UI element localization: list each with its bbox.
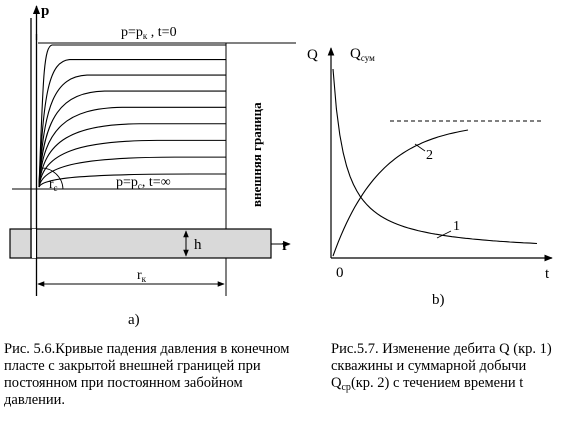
pressure-curves	[38, 44, 226, 188]
pressure-curve-4	[38, 90, 226, 188]
right-sublabel: b)	[432, 292, 445, 308]
pressure-curve-5	[38, 106, 226, 188]
figure-caption-left: Рис. 5.6.Кривые падения давления в конеч…	[4, 341, 290, 408]
rk-label: rк	[137, 268, 147, 284]
pc-label: p=pс, t=∞	[116, 175, 171, 191]
rate-figure: Q Qсум 0 t 2 1 b)	[307, 46, 553, 308]
curve-2-leader	[414, 143, 426, 152]
figure-canvas: p r h rк rс p=pк , t=0 p=pс, t=∞ внешняя…	[9, 3, 553, 328]
figure-caption-right: Рис.5.7. Изменение дебита Q (кр. 1) сква…	[331, 341, 569, 396]
rc-label: rс	[49, 176, 58, 193]
pressure-curve-1	[38, 44, 226, 188]
pressure-curve-6	[38, 123, 226, 188]
pressure-curve-8	[38, 156, 226, 188]
pressure-curve-9	[38, 173, 226, 188]
pressure-curve-3	[38, 74, 226, 188]
caption-right-part1: Рис.5.7. Изменение дебита Q (кр. 1) сква…	[331, 341, 552, 391]
curve-2-label: 2	[426, 148, 433, 163]
origin-label: 0	[336, 265, 344, 281]
pk-label: p=pк , t=0	[121, 25, 177, 41]
r-axis-label: r	[282, 238, 289, 254]
rc-radius-arc	[39, 167, 64, 190]
rate-curve-1	[332, 68, 538, 245]
reservoir-layer	[9, 228, 272, 259]
caption-right-part2: (кр. 2) с течением времени t	[350, 375, 524, 391]
pressure-curve-2	[38, 58, 226, 188]
pressure-figure: p r h rк rс p=pк , t=0 p=pс, t=∞ внешняя…	[9, 3, 296, 328]
curve-1-label: 1	[453, 219, 460, 234]
p-axis-label: p	[41, 3, 49, 19]
outer-boundary-label: внешняя граница	[249, 102, 264, 207]
curve-1-leader	[436, 230, 452, 239]
well-bore	[32, 229, 36, 258]
h-label: h	[194, 237, 202, 253]
cumulative-curve-2	[332, 129, 469, 257]
t-axis-label: t	[545, 266, 550, 282]
caption-right-subscript: ср	[341, 382, 351, 393]
left-sublabel: а)	[128, 312, 140, 328]
q-sum-label: Qсум	[350, 46, 375, 63]
q-axis-label: Q	[307, 47, 318, 63]
pressure-curve-7	[38, 139, 226, 188]
